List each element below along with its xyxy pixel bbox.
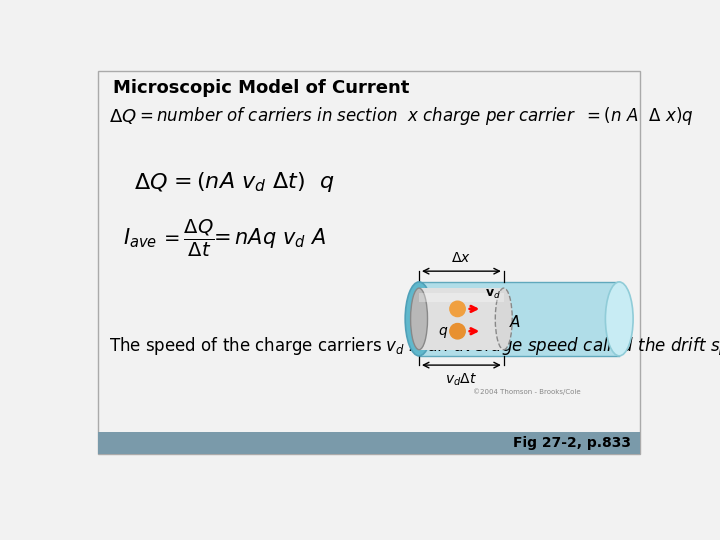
Ellipse shape bbox=[606, 282, 633, 356]
Bar bbox=[98, 432, 640, 454]
Text: $I_{ave}$: $I_{ave}$ bbox=[122, 226, 157, 250]
Text: $\mathbf{v}_d$: $\mathbf{v}_d$ bbox=[485, 288, 501, 301]
Text: $= (nA\ v_d\ \Delta t)\ \ q$: $= (nA\ v_d\ \Delta t)\ \ q$ bbox=[168, 170, 335, 194]
Bar bbox=[419, 293, 504, 302]
Text: $\Delta Q$: $\Delta Q$ bbox=[134, 171, 168, 193]
Text: Fig 27-2, p.833: Fig 27-2, p.833 bbox=[513, 436, 631, 450]
Bar bbox=[419, 282, 619, 356]
Text: A: A bbox=[509, 315, 520, 330]
Text: $= nAq\ v_d\ A$: $= nAq\ v_d\ A$ bbox=[209, 226, 326, 250]
Ellipse shape bbox=[405, 282, 433, 356]
Text: $\Delta x$: $\Delta x$ bbox=[451, 251, 472, 265]
Text: ©2004 Thomson - Brooks/Cole: ©2004 Thomson - Brooks/Cole bbox=[473, 388, 580, 395]
Text: q: q bbox=[438, 324, 447, 338]
Text: $v_d \Delta t$: $v_d \Delta t$ bbox=[446, 372, 477, 388]
Ellipse shape bbox=[410, 288, 428, 350]
Text: $\Delta Q$: $\Delta Q$ bbox=[109, 107, 137, 126]
Bar bbox=[419, 288, 504, 350]
Ellipse shape bbox=[495, 288, 512, 350]
Text: $= $number of carriers in section  x charge per carrier  $= (n\ A\ \ \Delta\ x)q: $= $number of carriers in section x char… bbox=[137, 105, 694, 127]
Circle shape bbox=[450, 301, 465, 316]
Circle shape bbox=[450, 323, 465, 339]
Text: The speed of the charge carriers $v_d$ $\it{is\ an\ average\ speed\ called\ the\: The speed of the charge carriers $v_d$ $… bbox=[109, 335, 720, 357]
Text: $=\dfrac{\Delta Q}{\Delta t}$: $=\dfrac{\Delta Q}{\Delta t}$ bbox=[160, 218, 214, 259]
Text: Microscopic Model of Current: Microscopic Model of Current bbox=[113, 79, 410, 97]
